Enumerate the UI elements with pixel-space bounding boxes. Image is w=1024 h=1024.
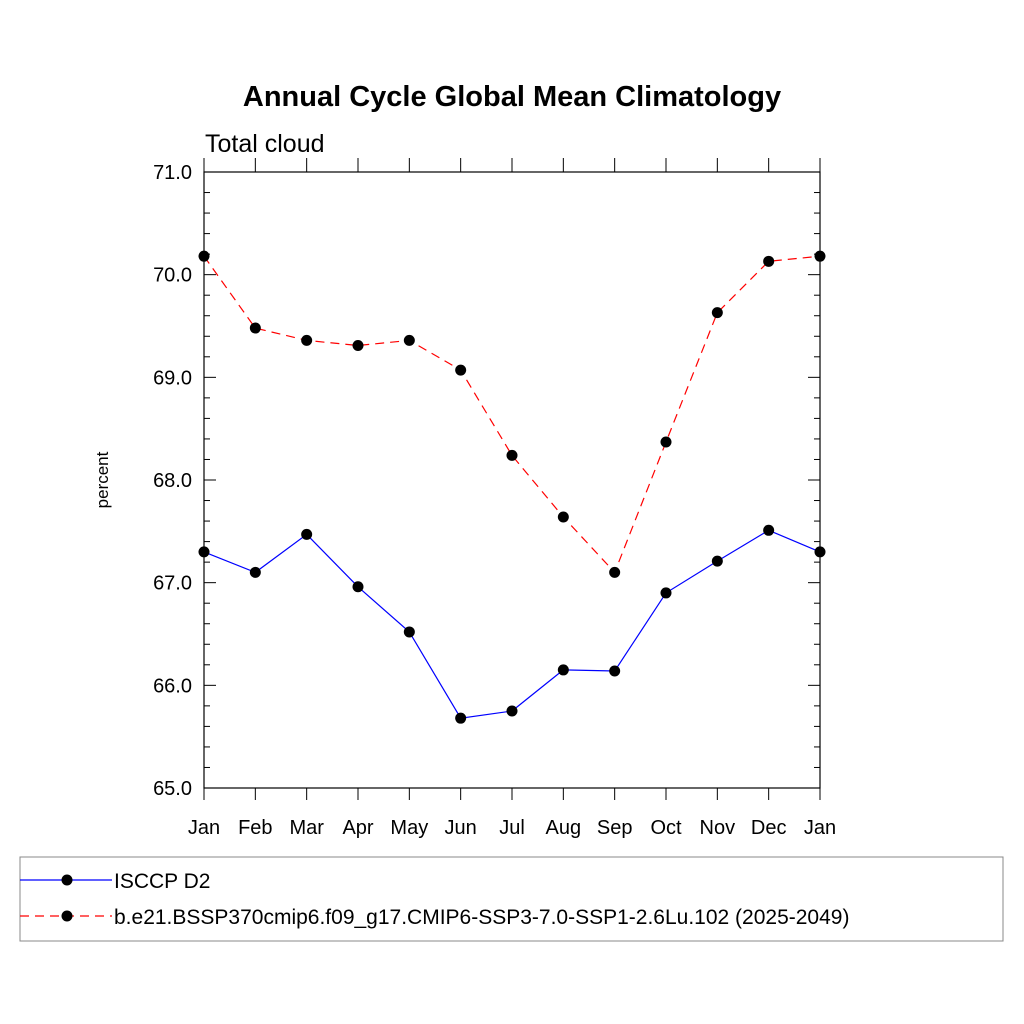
x-tick-label: Jan [188, 817, 220, 839]
series-2-point [763, 255, 775, 267]
series-1-point [352, 581, 364, 593]
x-tick-labels: Jan Feb Mar Apr May Jun Jul Aug Sep Oct Nov Dec Jan [188, 817, 836, 839]
series-2-point [711, 307, 723, 319]
series-2-line [203, 255, 821, 574]
y-tick-label: 68.0 [153, 470, 192, 492]
series-1-point [455, 712, 467, 724]
x-tick-label: Feb [238, 817, 272, 839]
series-2-point [609, 566, 621, 578]
y-tick-label: 65.0 [153, 778, 192, 800]
series-1-point [660, 587, 672, 599]
series-2-point [557, 511, 569, 523]
series-layer [198, 250, 826, 724]
series-1-point [403, 626, 415, 638]
x-tick-label: Mar [289, 817, 324, 839]
series-1-point [763, 524, 775, 536]
series-2-point [660, 436, 672, 448]
legend-label-2: b.e21.BSSP370cmip6.f09_g17.CMIP6-SSP3-7.… [114, 906, 849, 929]
y-tick-labels: 65.0 66.0 67.0 68.0 69.0 70.0 71.0 [153, 162, 192, 800]
series-1 [198, 524, 826, 724]
series-1-point [506, 705, 518, 717]
y-tick-label: 67.0 [153, 573, 192, 595]
series-1-line [203, 529, 821, 719]
x-tick-label: Nov [700, 817, 736, 839]
x-tick-label: Dec [751, 817, 787, 839]
y-tick-label: 71.0 [153, 162, 192, 184]
series-1-point [711, 555, 723, 567]
axis-ticks [203, 158, 821, 800]
x-tick-label: Apr [342, 817, 373, 839]
series-2-point [249, 322, 261, 334]
x-tick-label: Jan [804, 817, 836, 839]
y-tick-label: 70.0 [153, 265, 192, 287]
plot-frame [203, 171, 821, 789]
chart-subtitle: Total cloud [205, 130, 325, 158]
series-2-point [352, 340, 364, 352]
x-tick-label: Aug [546, 817, 582, 839]
legend-marker-2 [61, 910, 73, 922]
series-2-point [814, 250, 826, 262]
y-tick-label: 69.0 [153, 367, 192, 389]
series-1-point [814, 546, 826, 558]
legend-label-1: ISCCP D2 [114, 870, 210, 893]
series-1-point [301, 528, 313, 540]
x-tick-label: Jun [445, 817, 477, 839]
series-2-point [198, 250, 210, 262]
y-tick-label: 66.0 [153, 675, 192, 697]
series-2 [198, 250, 826, 578]
legend: ISCCP D2 b.e21.BSSP370cmip6.f09_g17.CMIP6… [19, 856, 1004, 942]
x-tick-label: May [390, 817, 428, 839]
chart-title: Annual Cycle Global Mean Climatology [243, 81, 781, 113]
series-1-point [557, 664, 569, 676]
series-1-point [198, 546, 210, 558]
x-tick-label: Oct [650, 817, 682, 839]
legend-items: ISCCP D2 b.e21.BSSP370cmip6.f09_g17.CMIP6… [20, 870, 849, 929]
y-axis-label: percent [93, 451, 112, 508]
series-2-point [301, 334, 313, 346]
series-1-point [609, 665, 621, 677]
series-1-point [249, 566, 261, 578]
x-tick-label: Jul [499, 817, 525, 839]
legend-marker-1 [61, 874, 73, 886]
legend-box [19, 856, 1004, 942]
series-2-point [506, 449, 518, 461]
series-2-point [403, 334, 415, 346]
series-2-point [455, 364, 467, 376]
x-tick-label: Sep [597, 817, 633, 839]
